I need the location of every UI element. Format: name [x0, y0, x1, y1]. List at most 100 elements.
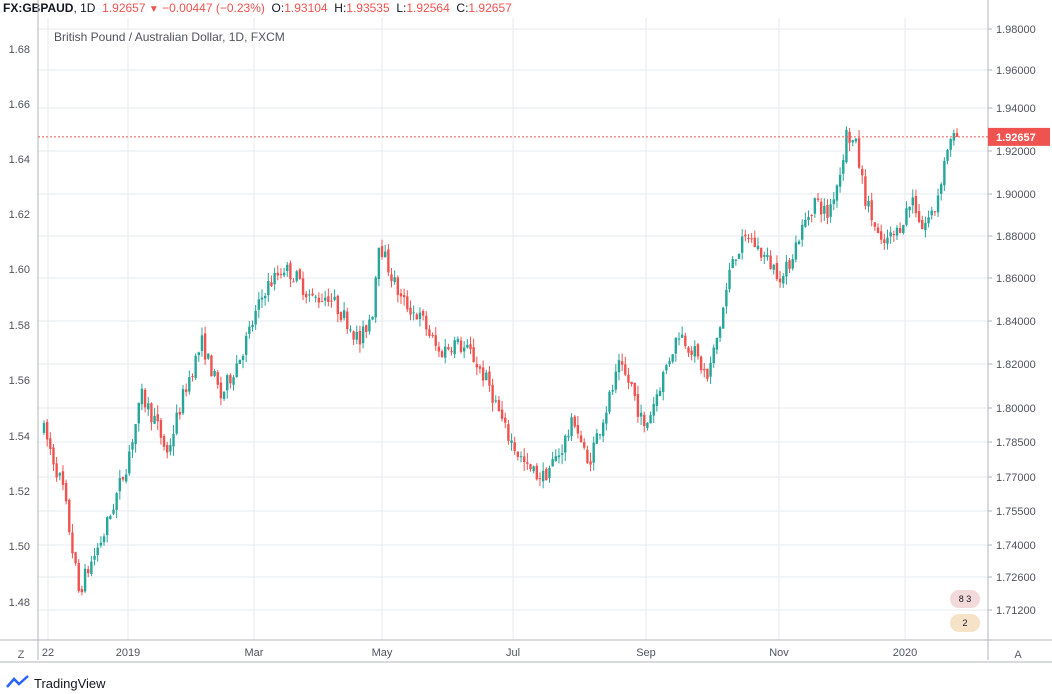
high-label: H:	[334, 1, 347, 15]
candle-body	[687, 347, 690, 353]
candle-body	[286, 264, 289, 272]
candle-body	[216, 372, 219, 385]
candle-body	[902, 225, 905, 234]
candle-body	[478, 366, 482, 369]
candle-body	[598, 434, 602, 436]
candle-body	[118, 478, 122, 492]
left-axis-tick-label: 1.48	[9, 597, 30, 609]
candle-body	[61, 471, 65, 485]
candle-body	[832, 199, 835, 204]
candle-body	[797, 241, 801, 245]
candle-body	[564, 435, 567, 453]
candle-body	[491, 384, 494, 403]
candle-body	[406, 296, 409, 310]
candle-body	[772, 264, 775, 270]
candle-body	[668, 361, 671, 365]
candle-body	[342, 310, 346, 319]
candle-body	[914, 195, 918, 214]
aud-event-badge[interactable]: 2	[950, 614, 980, 632]
candle-body	[377, 247, 381, 280]
candle-body	[238, 359, 242, 364]
candle-body	[305, 293, 308, 298]
candle-body	[488, 371, 491, 386]
candle-body	[418, 312, 422, 320]
candle-body	[181, 389, 185, 414]
interval-label[interactable]: 1D	[80, 1, 96, 15]
candle-body	[504, 417, 507, 423]
candle-body	[608, 391, 611, 412]
candle-body	[819, 201, 823, 215]
candle-body	[804, 219, 807, 227]
auto-scale-button[interactable]: A	[1014, 649, 1022, 661]
candle-body	[949, 139, 952, 150]
candle-body	[936, 195, 940, 213]
candle-body	[898, 227, 902, 233]
candle-body	[636, 394, 640, 417]
candle-body	[267, 281, 270, 296]
gbp-event-badge[interactable]: 8 3	[950, 590, 980, 608]
candle-body	[279, 273, 283, 275]
candle-body	[276, 272, 279, 276]
candle-body	[573, 416, 576, 427]
candle-body	[172, 434, 175, 447]
candle-body	[64, 483, 68, 502]
candle-body	[829, 204, 832, 217]
candle-body	[541, 470, 545, 482]
candle-body	[639, 412, 643, 417]
candle-body	[886, 237, 889, 244]
right-axis-tick-label: 1.86000	[996, 273, 1036, 285]
low-label: L:	[396, 1, 407, 15]
candle-body	[159, 420, 163, 438]
candle-body	[851, 140, 854, 143]
candle-body	[437, 346, 441, 352]
candle-body	[415, 314, 418, 320]
candle-body	[301, 278, 305, 295]
brand-name[interactable]: TradingView	[34, 675, 106, 691]
candle-body	[554, 456, 557, 461]
candle-body	[358, 330, 362, 345]
candle-body	[282, 272, 286, 276]
right-axis-tick-label: 1.96000	[996, 65, 1036, 77]
candle-body	[147, 403, 150, 410]
candle-body	[731, 259, 734, 269]
candle-body	[750, 238, 753, 240]
time-axis-tick-label: May	[372, 647, 393, 659]
candle-body	[823, 205, 826, 214]
candle-body	[879, 231, 883, 240]
candle-body	[718, 327, 722, 338]
time-axis-tick-label: Jul	[506, 647, 520, 659]
candle-body	[270, 282, 273, 287]
time-axis-tick-label: 2019	[116, 647, 140, 659]
candle-body	[924, 222, 927, 231]
candle-body	[254, 310, 257, 325]
left-axis-tick-label: 1.68	[9, 44, 30, 56]
candle-body	[352, 331, 355, 340]
candle-body	[355, 331, 358, 340]
candle-body	[485, 372, 488, 381]
candle-body	[567, 435, 570, 438]
candlestick-chart[interactable]: 1.98000 1.96000 1.94000 1.92000 1.90000 1.880…	[0, 0, 1052, 672]
candle-body	[105, 517, 109, 536]
left-axis-tick-label: 1.56	[9, 375, 30, 387]
candle-body	[946, 149, 949, 161]
candle-body	[166, 445, 169, 453]
candle-body	[311, 293, 314, 296]
candle-body	[393, 277, 396, 283]
candle-body	[402, 295, 406, 298]
candle-body	[766, 254, 769, 258]
candle-body	[380, 246, 384, 257]
candle-body	[52, 447, 55, 465]
candle-body	[194, 355, 197, 379]
candle-body	[633, 382, 636, 396]
candle-body	[876, 227, 880, 234]
last-price: 1.92657	[102, 1, 146, 15]
candle-body	[229, 375, 232, 384]
candle-body	[257, 299, 261, 310]
zoom-button[interactable]: Z	[17, 649, 25, 661]
candle-body	[210, 355, 213, 377]
candle-body	[737, 253, 741, 259]
candle-body	[905, 208, 908, 225]
candle-body	[706, 368, 709, 379]
candle-body	[778, 278, 782, 283]
candle-body	[759, 247, 763, 258]
